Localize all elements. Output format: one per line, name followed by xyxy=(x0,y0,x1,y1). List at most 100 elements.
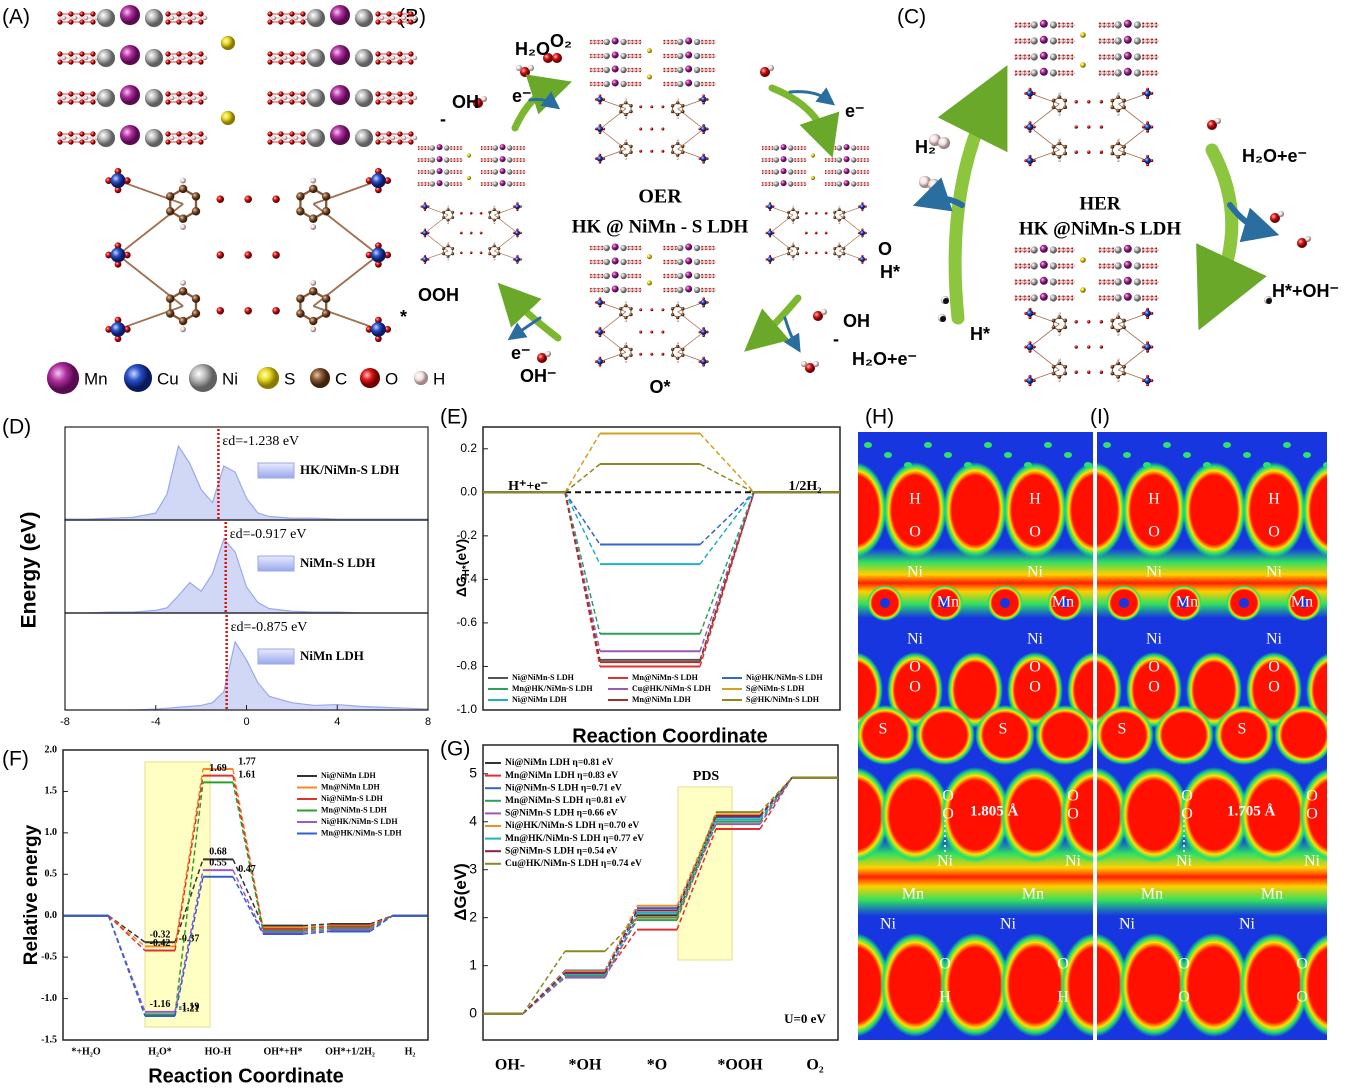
atom xyxy=(1155,41,1158,44)
atom xyxy=(828,184,830,187)
atom xyxy=(524,147,526,149)
atom xyxy=(1116,92,1120,95)
panel-label: (I) xyxy=(1090,406,1110,429)
category-label: OH*+H* xyxy=(263,1046,302,1057)
atom xyxy=(635,81,638,84)
legend-label: Ni@NiMn-S LDH xyxy=(321,794,384,803)
data-label: -0.42 xyxy=(150,938,171,949)
contour xyxy=(1044,442,1052,448)
atom xyxy=(1027,54,1031,57)
atom xyxy=(397,139,403,145)
atom xyxy=(620,66,627,74)
atom xyxy=(635,39,638,42)
atom xyxy=(701,53,703,56)
atom xyxy=(773,145,780,151)
atom xyxy=(490,181,493,184)
atom xyxy=(834,172,837,175)
atom xyxy=(763,147,765,149)
atom xyxy=(859,256,866,263)
y-tick-label: 0.2 xyxy=(460,441,477,455)
structure xyxy=(105,167,392,343)
atom xyxy=(422,159,424,161)
y-tick-label: 0.0 xyxy=(460,484,477,498)
atom xyxy=(487,160,490,163)
atom xyxy=(1051,371,1056,376)
atom xyxy=(804,181,806,184)
atom xyxy=(676,98,679,101)
atom xyxy=(57,139,63,145)
atom xyxy=(321,191,331,201)
atom xyxy=(425,147,428,149)
atom xyxy=(771,172,774,175)
atom xyxy=(536,352,548,364)
atom xyxy=(1104,249,1107,251)
connector xyxy=(604,910,638,974)
atom-label: O xyxy=(1268,524,1280,541)
atom xyxy=(1051,98,1056,103)
contour xyxy=(1239,767,1309,863)
atom xyxy=(1133,37,1142,45)
atom xyxy=(676,157,679,160)
atom xyxy=(639,262,642,265)
atom xyxy=(635,259,638,262)
atom xyxy=(1066,38,1069,41)
atom xyxy=(354,8,374,28)
atom xyxy=(788,169,794,175)
atom xyxy=(1063,144,1068,149)
atom xyxy=(861,159,864,161)
connector xyxy=(232,869,264,933)
atom xyxy=(677,38,684,46)
atom xyxy=(598,55,601,57)
atom xyxy=(1107,250,1110,253)
atom xyxy=(611,243,619,251)
atom xyxy=(635,262,638,265)
atom xyxy=(843,180,850,187)
atom xyxy=(419,147,421,149)
atom xyxy=(701,287,703,290)
atom xyxy=(523,169,525,172)
atom xyxy=(1049,278,1058,286)
atom xyxy=(650,105,654,109)
atom xyxy=(1027,22,1031,25)
atom xyxy=(1116,328,1121,333)
atom xyxy=(422,203,428,210)
atom xyxy=(663,70,666,73)
atom xyxy=(619,144,623,149)
atom xyxy=(451,183,453,185)
atom xyxy=(824,211,828,215)
structure xyxy=(1024,87,1154,167)
atom xyxy=(1150,25,1153,28)
atom xyxy=(1030,246,1038,254)
atom xyxy=(674,39,677,42)
atom xyxy=(427,172,430,175)
atom xyxy=(667,84,670,87)
y-axis-label: ΔG(eV) xyxy=(451,863,470,921)
legend-label: Mn@NiMn-S LDH η=0.81 eV xyxy=(505,796,627,806)
atom xyxy=(450,184,452,187)
atom xyxy=(1110,325,1115,330)
atom xyxy=(701,70,703,73)
atom xyxy=(761,181,764,184)
atom xyxy=(507,157,513,163)
atom xyxy=(710,83,712,85)
atom xyxy=(1155,247,1158,250)
atom xyxy=(488,147,491,149)
atom xyxy=(516,181,519,184)
atom xyxy=(507,145,513,151)
atom xyxy=(1064,24,1066,26)
atom xyxy=(472,97,484,109)
atom xyxy=(1019,266,1022,269)
atom xyxy=(791,254,795,258)
atom xyxy=(321,294,331,304)
data-label: 0.68 xyxy=(209,847,227,858)
connector xyxy=(699,433,755,493)
atom xyxy=(1122,371,1127,376)
atom xyxy=(1214,117,1222,125)
atom xyxy=(480,184,483,187)
atom xyxy=(1144,157,1152,165)
atom xyxy=(792,241,795,244)
atom xyxy=(593,70,596,73)
arrow xyxy=(1196,143,1267,331)
atom xyxy=(459,231,463,235)
atom xyxy=(802,183,804,185)
